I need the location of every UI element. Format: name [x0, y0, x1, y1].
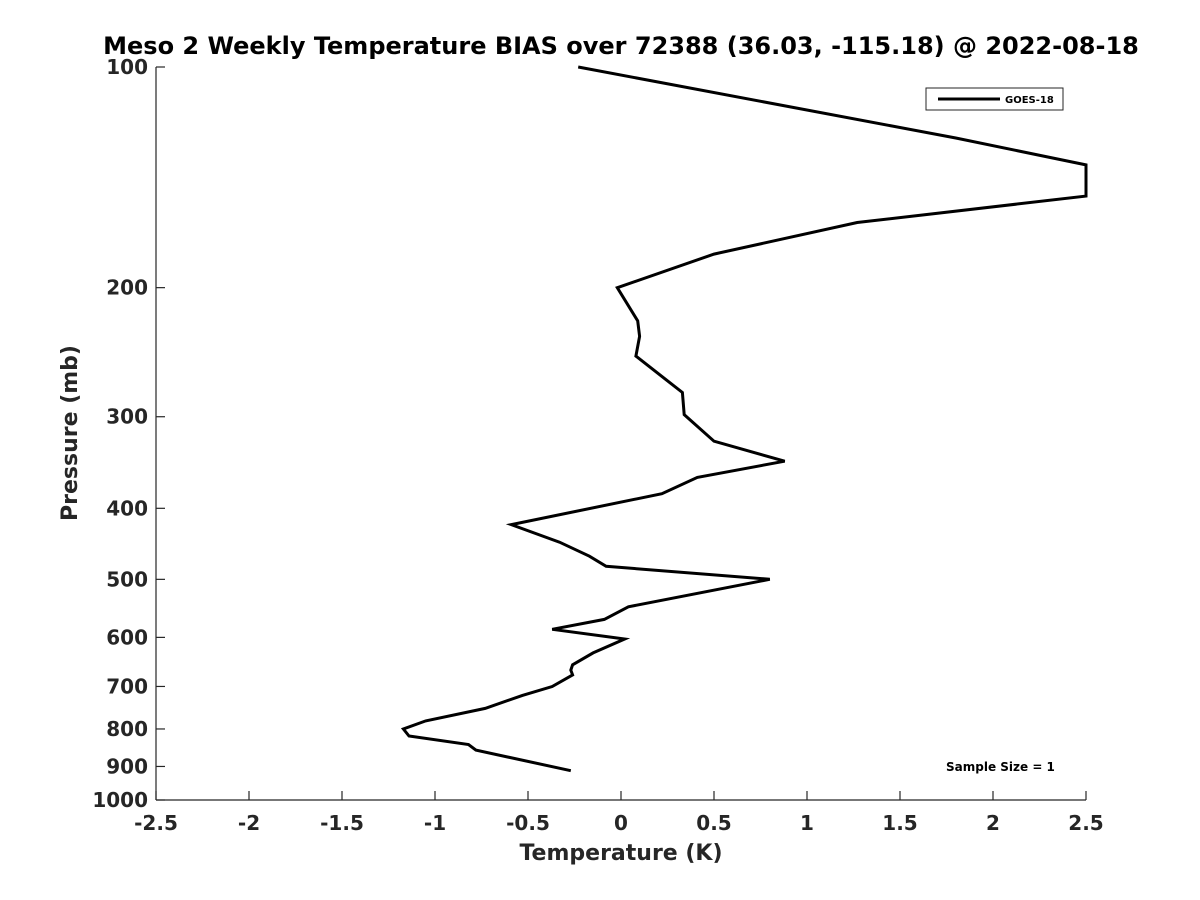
series-line-goes-18: [400, 65, 1088, 773]
y-tick-label: 300: [106, 405, 148, 429]
y-tick-label: 900: [106, 754, 148, 778]
y-axis-label: Pressure (mb): [58, 345, 83, 521]
x-tick-label: 2: [986, 811, 1000, 835]
chart-title: Meso 2 Weekly Temperature BIAS over 7238…: [103, 32, 1139, 60]
y-ticks: 100 200 300 400 500 600 700 800 900 1000: [92, 55, 165, 812]
x-tick-label: 2.5: [1068, 811, 1103, 835]
x-tick-label: -2.5: [134, 811, 178, 835]
x-tick-label: 0: [614, 811, 628, 835]
x-tick-label: 0.5: [696, 811, 731, 835]
x-tick-label: -1.5: [320, 811, 364, 835]
sample-size-annotation: Sample Size = 1: [946, 760, 1055, 774]
x-tick-label: 1.5: [882, 811, 917, 835]
legend-label: GOES-18: [1005, 95, 1054, 106]
x-tick-label: -1: [424, 811, 446, 835]
y-tick-label: 600: [106, 625, 148, 649]
x-tick-label: -2: [238, 811, 260, 835]
y-tick-label: 800: [106, 717, 148, 741]
y-tick-label: 500: [106, 567, 148, 591]
x-ticks: -2.5 -2 -1.5 -1 -0.5 0 0.5 1 1.5 2 2.5: [134, 791, 1104, 835]
plot-frame: [155, 67, 1086, 801]
y-tick-label: 700: [106, 674, 148, 698]
x-tick-label: 1: [800, 811, 814, 835]
legend: GOES-18: [925, 87, 1064, 111]
x-axis-label: Temperature (K): [519, 841, 722, 866]
y-tick-label: 100: [106, 55, 148, 79]
y-tick-label: 200: [106, 276, 148, 300]
x-tick-label: -0.5: [506, 811, 550, 835]
y-tick-label: 1000: [92, 788, 148, 812]
y-tick-label: 400: [106, 496, 148, 520]
